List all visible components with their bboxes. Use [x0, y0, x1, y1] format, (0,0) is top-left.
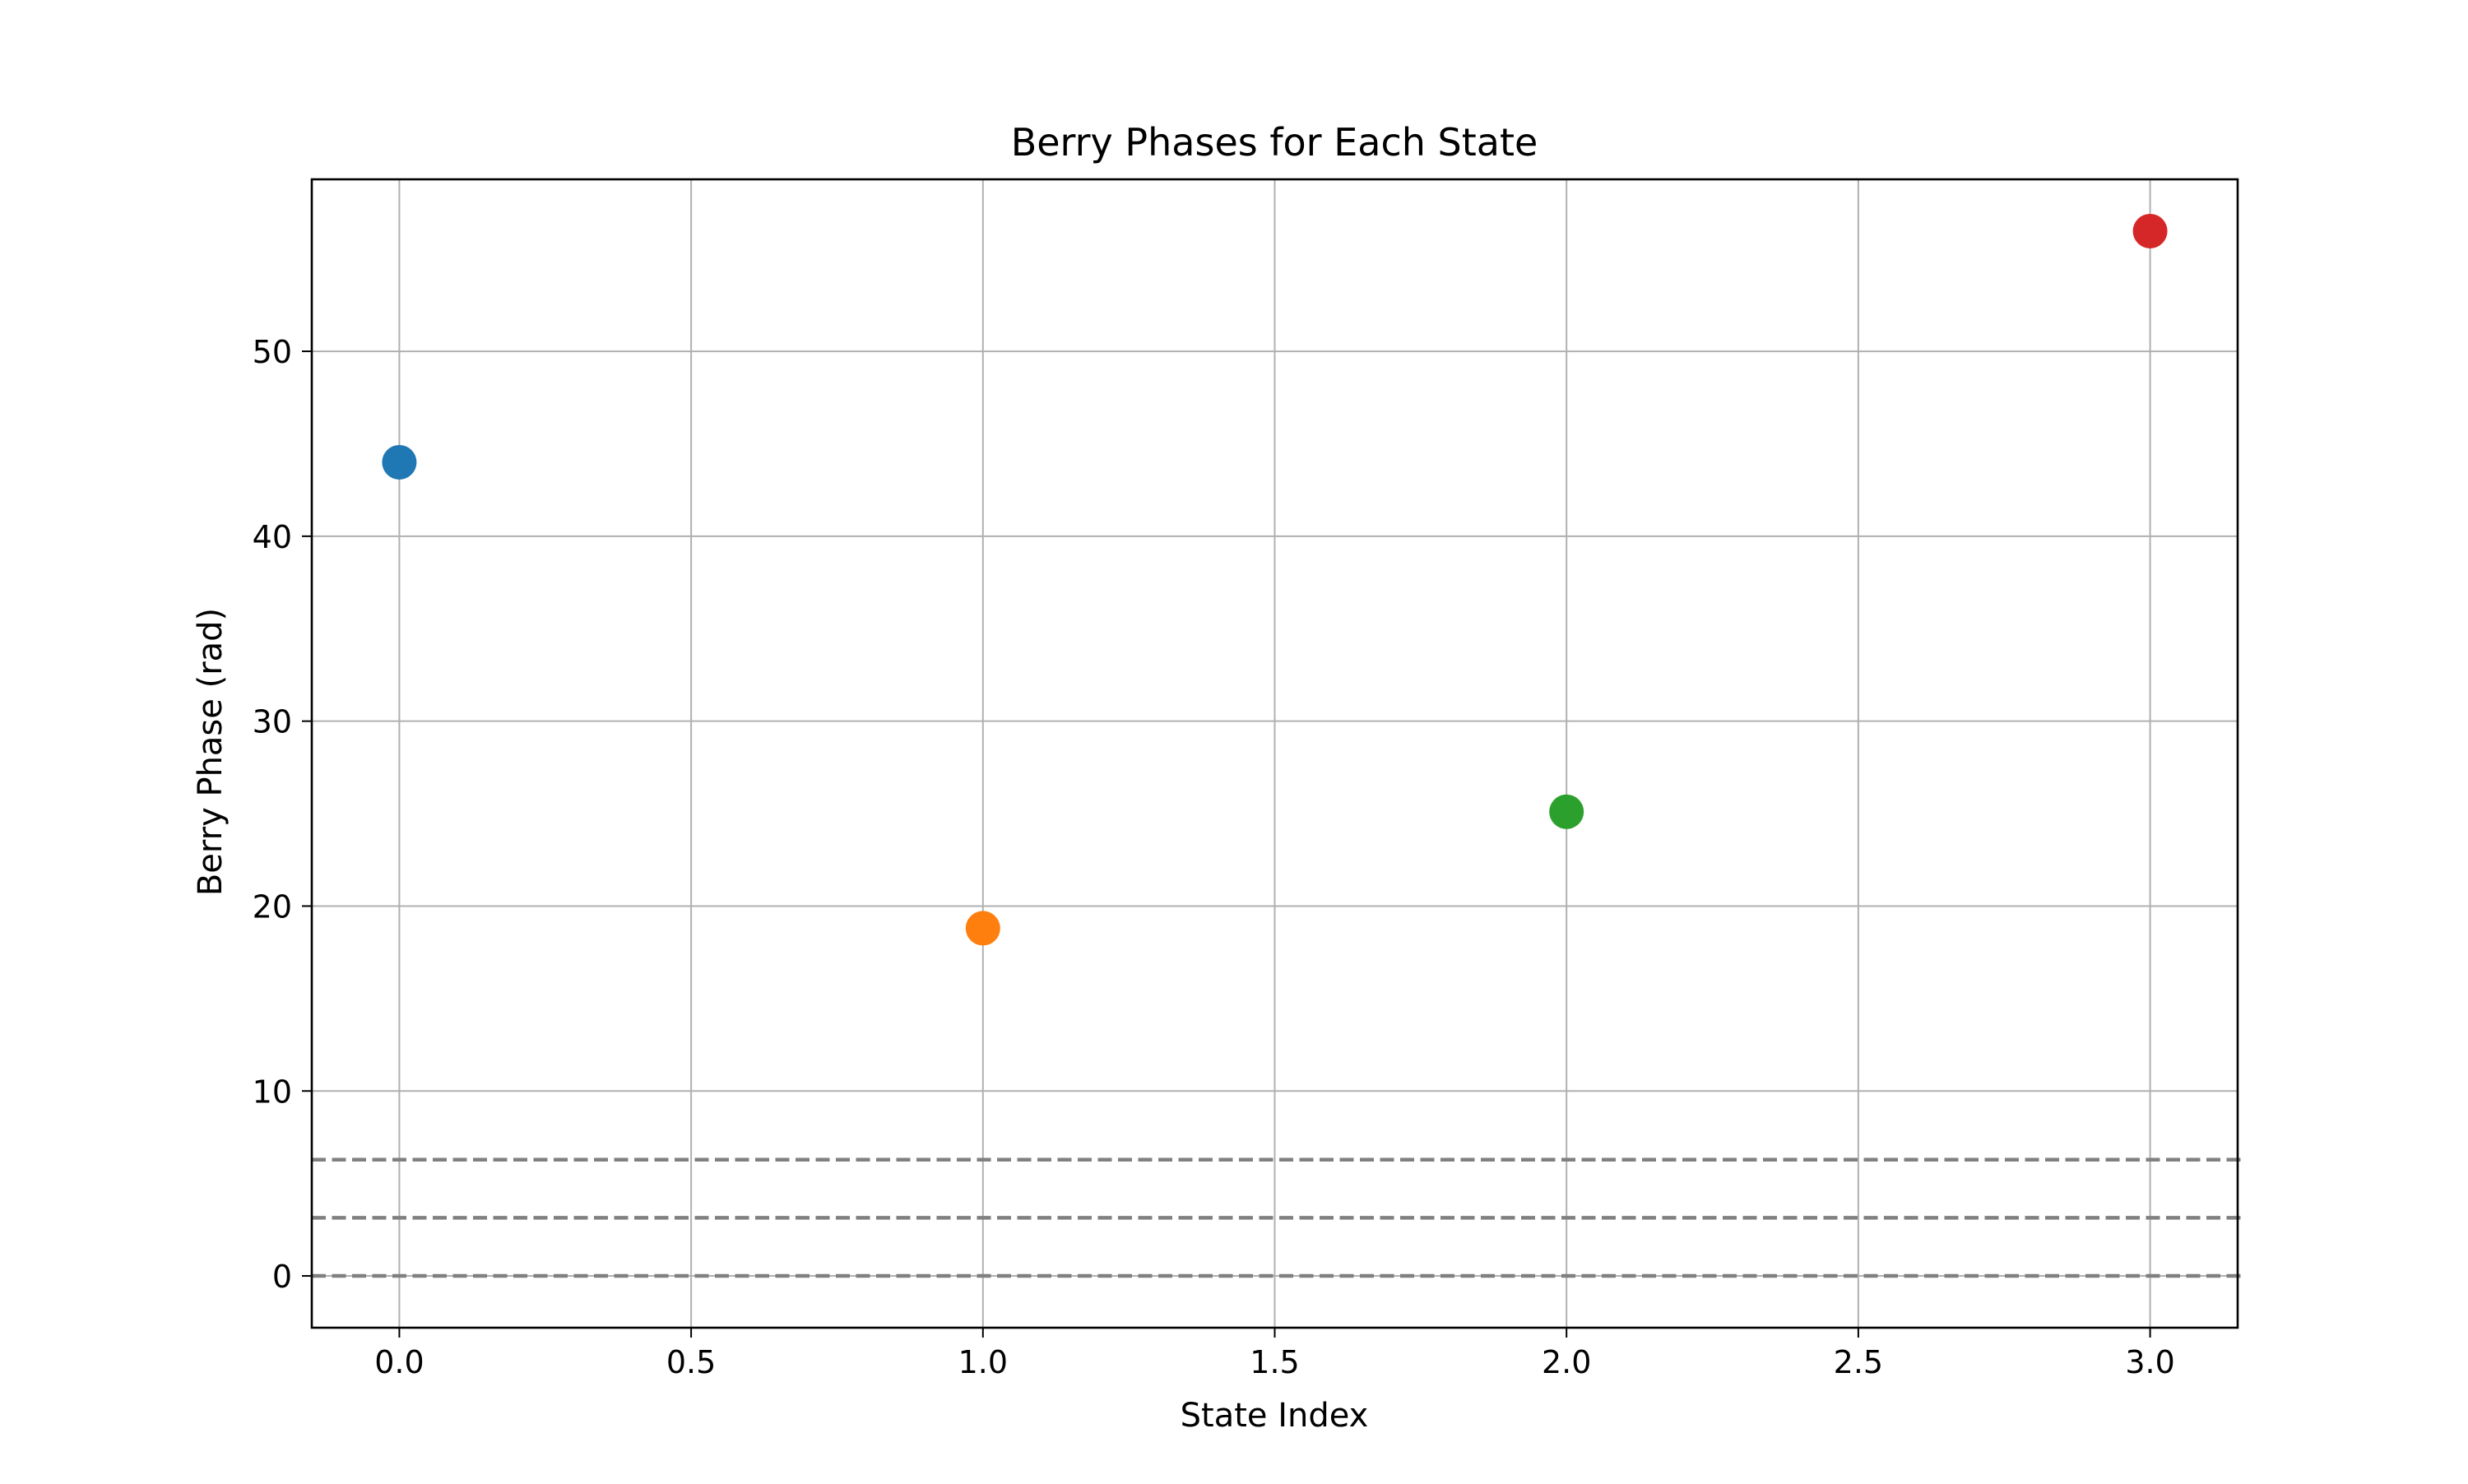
y-tick-label: 40	[253, 519, 292, 555]
data-point	[1549, 794, 1584, 829]
x-tick-label: 1.5	[1250, 1344, 1299, 1380]
data-point	[2132, 213, 2168, 248]
x-tick-label: 0.5	[666, 1344, 716, 1380]
data-point	[382, 444, 417, 480]
y-tick-label: 0	[272, 1259, 292, 1295]
data-points	[382, 213, 2168, 946]
y-tick-label: 50	[253, 334, 292, 370]
x-tick-label: 1.0	[958, 1344, 1008, 1380]
x-tick-label: 0.0	[374, 1344, 424, 1380]
x-axis-label: State Index	[1181, 1397, 1369, 1435]
y-tick-label: 30	[253, 704, 292, 740]
x-tick-label: 3.0	[2125, 1344, 2174, 1380]
y-tick-label: 10	[253, 1074, 292, 1110]
x-tick-label: 2.5	[1834, 1344, 1883, 1380]
y-axis-ticks: 0 10 20 30 40 50	[253, 334, 312, 1295]
y-axis-label: Berry Phase (rad)	[192, 608, 230, 896]
y-tick-label: 20	[253, 888, 292, 925]
data-point	[965, 911, 1000, 946]
x-axis-ticks: 0.0 0.5 1.0 1.5 2.0 2.5 3.0	[374, 1328, 2175, 1380]
x-tick-label: 2.0	[1542, 1344, 1591, 1380]
chart-title: Berry Phases for Each State	[1011, 120, 1538, 165]
grid-lines	[312, 179, 2238, 1328]
